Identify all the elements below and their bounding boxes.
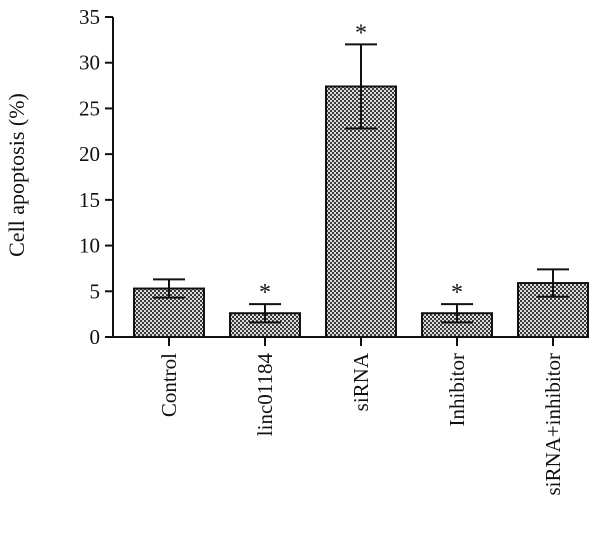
y-axis: 0 5 10 15 20 25 30 35 — [79, 5, 114, 349]
x-axis: Control linc01184 siRNA Inhibitor siRNA+inhi… — [113, 336, 572, 496]
category-label: Control — [157, 353, 181, 417]
y-tick-label: 25 — [79, 96, 100, 120]
y-tick-label: 35 — [79, 5, 100, 29]
y-tick-label: 10 — [79, 234, 100, 258]
y-axis-title: Cell apoptosis (%) — [4, 93, 29, 257]
y-tick-label: 5 — [90, 279, 101, 303]
category-label: linc01184 — [253, 353, 277, 437]
y-tick-label: 20 — [79, 142, 100, 166]
category-label: siRNA+inhibitor — [541, 353, 565, 496]
significance-star: * — [355, 20, 367, 46]
bars: * * * — [133, 20, 589, 339]
significance-star: * — [259, 280, 271, 306]
significance-star: * — [451, 280, 463, 306]
y-tick-label: 30 — [79, 51, 100, 75]
category-label: Inhibitor — [445, 353, 469, 427]
category-label: siRNA — [349, 352, 373, 411]
y-tick-label: 15 — [79, 188, 100, 212]
y-tick-label: 0 — [90, 325, 101, 349]
